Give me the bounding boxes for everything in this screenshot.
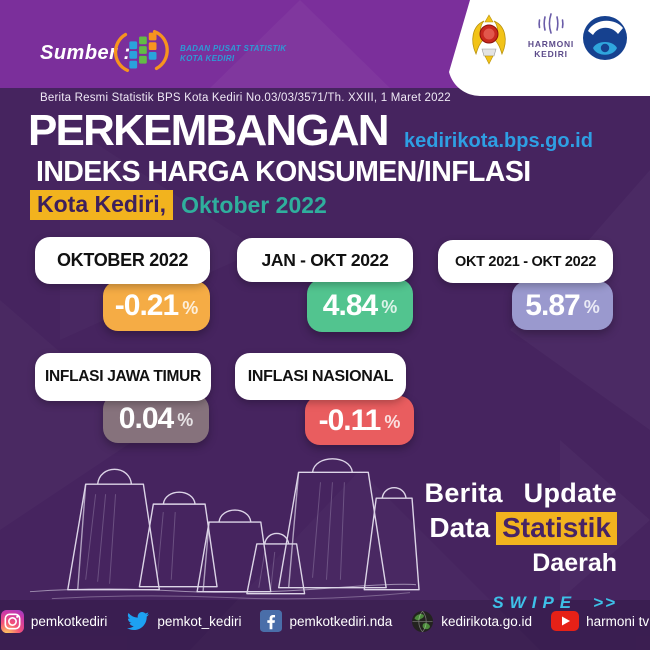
- stat-card-value: -0.21 %: [103, 281, 210, 331]
- bps-name-line2: KOTA KEDIRI: [180, 54, 235, 63]
- source-label: Sumber :: [40, 42, 131, 64]
- swipe-arrows-icon[interactable]: >>: [593, 593, 617, 612]
- stat-card-label: OKT 2021 - OKT 2022: [438, 240, 613, 283]
- harmoni-waves-icon: [538, 13, 564, 34]
- stat-card-value: -0.11 %: [305, 396, 414, 445]
- swipe-indicator[interactable]: SWIPE >>: [425, 593, 617, 613]
- period-label: Oktober 2022: [181, 191, 327, 218]
- stat-card-label: INFLASI JAWA TIMUR: [35, 353, 211, 401]
- bottom-shade: [0, 600, 650, 650]
- twitter-icon: [127, 612, 150, 631]
- harmoni-label-line2: KEDIRI: [534, 48, 568, 59]
- social-item-facebook[interactable]: pemkotkediri.nda: [260, 610, 392, 632]
- globe-icon: [412, 610, 434, 632]
- instagram-icon: [0, 609, 24, 633]
- social-item-twitter[interactable]: pemkot_kediri: [126, 609, 241, 633]
- bps-name: BADAN PUSAT STATISTIK KOTA KEDIRI: [180, 44, 286, 64]
- page-title: PERKEMBANGAN: [28, 106, 390, 155]
- stat-unit: %: [177, 410, 194, 430]
- promo-line1: Berita Update: [424, 478, 617, 508]
- stat-unit: %: [583, 297, 600, 317]
- shopping-bags-illustration: [29, 458, 420, 600]
- stat-value: 5.87: [525, 288, 580, 322]
- social-handle[interactable]: pemkot_kediri: [157, 613, 242, 629]
- youtube-icon: [551, 611, 580, 631]
- stat-unit: %: [384, 412, 401, 432]
- promo-block: Berita Update Data Statistik Daerah SWIPE…: [425, 478, 617, 613]
- website-link[interactable]: kedirikota.bps.go.id: [404, 130, 593, 152]
- stat-card-label: OKTOBER 2022: [35, 237, 210, 284]
- promo-highlight: Statistik: [496, 512, 617, 545]
- stat-card-label: JAN - OKT 2022: [237, 238, 413, 282]
- partner-logo-panel: HARMONI KEDIRI: [440, 0, 650, 96]
- release-note: Berita Resmi Statistik BPS Kota Kediri N…: [40, 92, 451, 104]
- stat-value: 0.04: [118, 401, 174, 435]
- social-item-instagram[interactable]: pemkotkediri: [0, 609, 108, 633]
- location-chip: Kota Kediri,: [30, 190, 174, 220]
- facebook-icon: [260, 610, 283, 632]
- stat-card-label: INFLASI NASIONAL: [235, 353, 406, 400]
- bps-logo-icon: [113, 29, 169, 73]
- page-subtitle: INDEKS HARGA KONSUMEN/INFLASI: [36, 156, 531, 188]
- social-item-website[interactable]: kedirikota.go.id: [411, 610, 532, 633]
- location-period: Kota Kediri, Oktober 2022: [30, 190, 327, 220]
- stat-card-value: 5.87 %: [512, 281, 613, 330]
- stat-unit: %: [182, 297, 199, 318]
- promo-line2-prefix: Data: [429, 512, 491, 543]
- social-handle[interactable]: kedirikota.go.id: [441, 613, 533, 629]
- kominfo-logo-icon: [583, 16, 627, 60]
- stat-card-value: 4.84 %: [307, 279, 413, 332]
- promo-line3: Daerah: [532, 549, 617, 577]
- harmoni-label-line1: HARMONI: [527, 39, 575, 49]
- social-handle[interactable]: pemkotkediri: [30, 613, 108, 629]
- stat-value: 4.84: [322, 288, 378, 322]
- social-item-youtube[interactable]: harmoni tv: [551, 611, 649, 631]
- stat-value: -0.21: [114, 289, 179, 322]
- stat-unit: %: [381, 297, 398, 317]
- swipe-label[interactable]: SWIPE: [492, 593, 578, 612]
- kediri-crest-icon: [472, 14, 506, 65]
- bps-name-line1: BADAN PUSAT STATISTIK: [180, 44, 287, 53]
- harmoni-kediri-logo: HARMONI KEDIRI: [520, 12, 582, 60]
- social-footer: pemkotkediri pemkot_kediri pemkotkediri.…: [0, 609, 650, 633]
- stat-value: -0.11: [318, 403, 382, 437]
- social-handle[interactable]: pemkotkediri.nda: [289, 613, 393, 629]
- social-handle[interactable]: harmoni tv: [586, 613, 650, 629]
- stat-card-value: 0.04 %: [103, 394, 209, 443]
- promo-line2: Data Statistik: [425, 512, 617, 545]
